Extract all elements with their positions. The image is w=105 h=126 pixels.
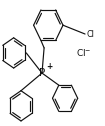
Text: Cl: Cl [86, 29, 94, 39]
Text: Cl$^{-}$: Cl$^{-}$ [76, 47, 92, 58]
Text: +: + [46, 62, 52, 71]
Text: P: P [39, 68, 45, 78]
